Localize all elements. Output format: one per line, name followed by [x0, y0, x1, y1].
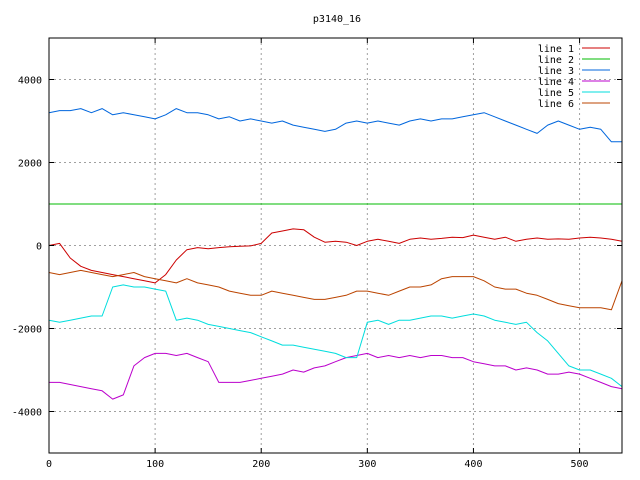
legend-label-6: line 6 — [538, 99, 574, 110]
series-line-4 — [49, 352, 623, 400]
grid — [49, 38, 622, 453]
legend-label-3: line 3 — [538, 66, 574, 77]
legend-label-5: line 5 — [538, 88, 574, 99]
series-line-3 — [48, 108, 622, 143]
x-tick-label: 300 — [358, 459, 376, 470]
series-line-5 — [48, 284, 623, 387]
x-tick-label: 100 — [146, 459, 164, 470]
legend-label-2: line 2 — [538, 55, 574, 66]
legend-label-1: line 1 — [538, 44, 574, 55]
x-tick-label: 200 — [252, 459, 270, 470]
chart-title: p3140_16 — [313, 14, 361, 25]
legend-label-4: line 4 — [538, 77, 574, 88]
y-tick-label: 4000 — [18, 76, 42, 87]
y-tick-label: -4000 — [12, 408, 42, 419]
series-line-1 — [48, 228, 623, 284]
x-tick-label: 500 — [571, 459, 589, 470]
series-line-6 — [48, 269, 623, 311]
y-tick-label: 2000 — [18, 159, 42, 170]
axis-ticks: 0 100 200 300 400 500 -4000 -2000 0 2000 4000 — [12, 38, 622, 470]
x-tick-label: 400 — [464, 459, 482, 470]
y-tick-label: 0 — [36, 242, 42, 253]
series-group — [48, 108, 623, 400]
y-tick-label: -2000 — [12, 325, 42, 336]
x-tick-label: 0 — [46, 459, 52, 470]
